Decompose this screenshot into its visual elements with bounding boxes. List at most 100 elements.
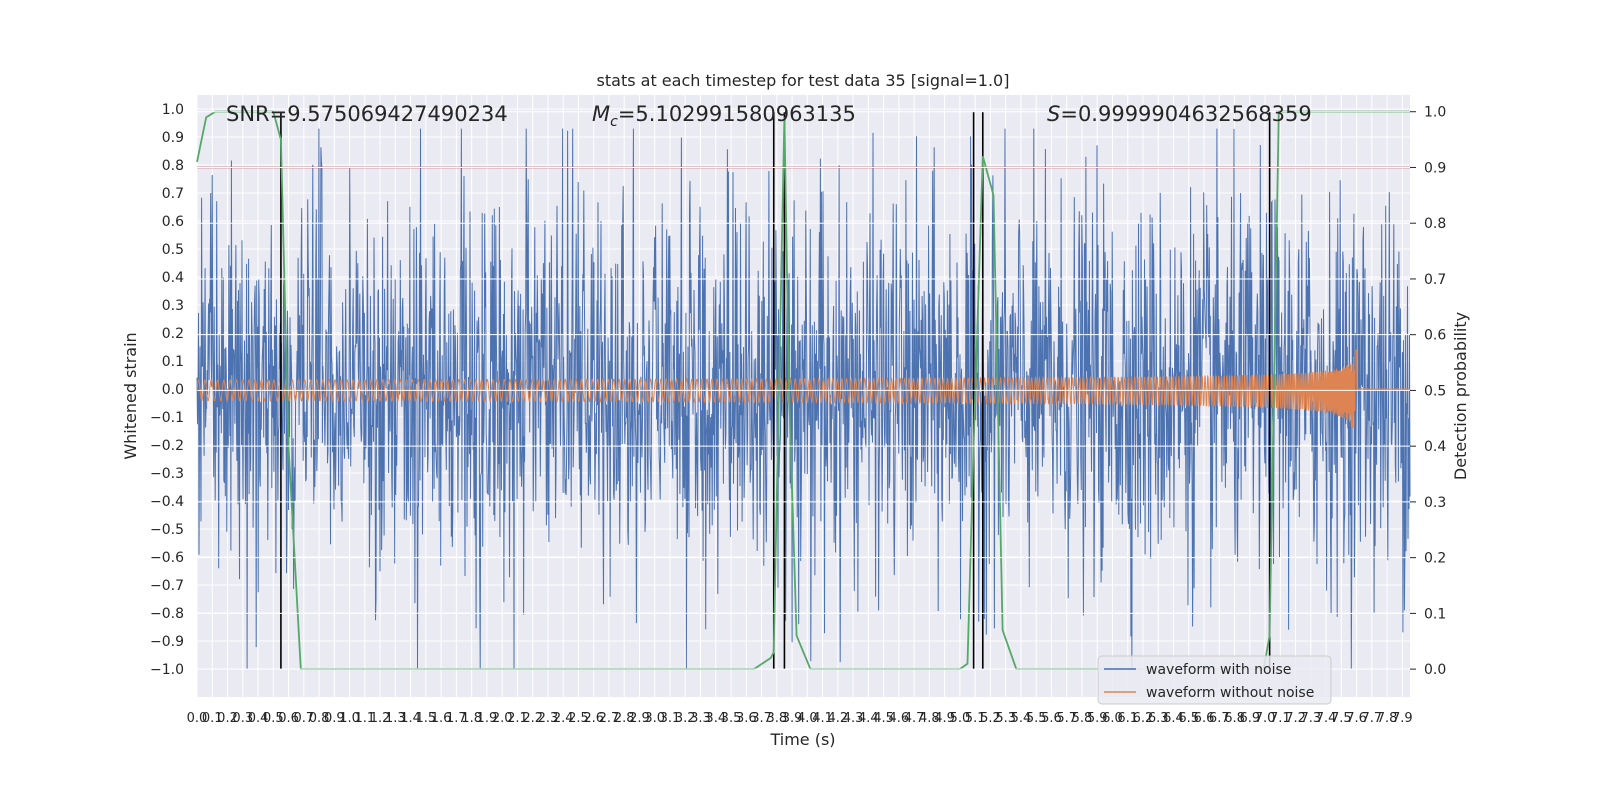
x-tick-label: 4.9 (934, 711, 955, 726)
x-tick-label: 7.9 (1392, 711, 1413, 726)
x-tick-label: 5.4 (1011, 711, 1032, 726)
x-tick-label: 6.3 (1148, 711, 1169, 726)
x-tick-label: 5.7 (1056, 711, 1077, 726)
legend: waveform with noise waveform without noi… (1097, 655, 1332, 705)
x-tick-label: 3.9 (782, 711, 803, 726)
right-tick-label: 0.3 (1424, 495, 1446, 511)
chirp-mass-subscript: c (610, 114, 618, 130)
x-tick-label: 1.6 (431, 711, 452, 726)
x-tick-label: 1.4 (400, 711, 421, 726)
snr-annotation: SNR=9.575069427490234 (226, 102, 508, 126)
x-axis-ticks: 0.00.10.20.30.40.50.60.70.80.91.01.11.21… (187, 711, 1413, 726)
x-tick-label: 5.8 (1072, 711, 1093, 726)
left-tick-label: 0.6 (162, 214, 184, 230)
x-tick-label: 6.5 (1178, 711, 1199, 726)
right-tick-label: 0.5 (1424, 383, 1446, 399)
x-tick-label: 6.6 (1194, 711, 1215, 726)
right-tick-label: 0.7 (1424, 272, 1446, 288)
x-tick-label: 0.3 (232, 711, 253, 726)
x-tick-label: 0.9 (324, 711, 345, 726)
x-tick-label: 5.9 (1087, 711, 1108, 726)
left-tick-label: −0.3 (150, 466, 184, 482)
x-tick-label: 4.2 (827, 711, 848, 726)
left-tick-label: 0.4 (162, 270, 184, 286)
x-tick-label: 7.8 (1377, 711, 1398, 726)
x-tick-label: 3.5 (721, 711, 742, 726)
x-tick-label: 3.8 (766, 711, 787, 726)
x-tick-label: 0.6 (278, 711, 299, 726)
x-tick-label: 6.2 (1133, 711, 1154, 726)
left-tick-label: −0.4 (150, 494, 184, 510)
right-tick-label: 0.2 (1424, 551, 1446, 567)
x-tick-label: 4.3 (843, 711, 864, 726)
right-tick-label: 0.8 (1424, 216, 1446, 232)
left-tick-label: −0.6 (150, 550, 184, 566)
x-tick-label: 7.2 (1285, 711, 1306, 726)
x-tick-label: 0.8 (309, 711, 330, 726)
left-tick-label: −0.5 (150, 522, 184, 538)
chart-title: stats at each timestep for test data 35 … (597, 71, 1010, 90)
x-tick-label: 3.2 (675, 711, 696, 726)
left-axis-label: Whitened strain (121, 332, 140, 459)
x-tick-label: 3.1 (660, 711, 681, 726)
x-tick-label: 5.2 (980, 711, 1001, 726)
left-tick-label: −0.9 (150, 634, 184, 650)
x-tick-label: 2.0 (492, 711, 513, 726)
x-tick-label: 7.1 (1270, 711, 1291, 726)
x-tick-label: 7.7 (1362, 711, 1383, 726)
right-tick-label: 1.0 (1424, 105, 1446, 121)
right-axis-ticks: 1.0 0.9 0.8 0.7 0.6 0.5 0.4 0.3 0.2 0.1 0.0 (1410, 105, 1446, 678)
x-tick-label: 3.7 (751, 711, 772, 726)
x-tick-label: 4.0 (797, 711, 818, 726)
right-tick-label: 0.1 (1424, 606, 1446, 622)
x-tick-label: 4.8 (919, 711, 940, 726)
left-tick-label: −0.8 (150, 606, 184, 622)
right-tick-label: 0.9 (1424, 160, 1446, 176)
x-tick-label: 2.6 (583, 711, 604, 726)
x-tick-label: 6.9 (1239, 711, 1260, 726)
x-tick-label: 0.4 (248, 711, 269, 726)
x-tick-label: 4.5 (873, 711, 894, 726)
x-tick-label: 6.1 (1117, 711, 1138, 726)
right-axis-label: Detection probability (1451, 312, 1470, 480)
x-tick-label: 5.0 (950, 711, 971, 726)
right-tick-label: 0.6 (1424, 328, 1446, 344)
x-tick-label: 1.1 (354, 711, 375, 726)
x-tick-label: 0.1 (202, 711, 223, 726)
x-tick-label: 1.7 (446, 711, 467, 726)
waveform-without-noise-series (196, 349, 1410, 429)
x-tick-label: 7.0 (1255, 711, 1276, 726)
left-tick-label: −0.7 (150, 578, 184, 594)
x-tick-label: 2.4 (553, 711, 574, 726)
chirp-mass-value: =5.102991580963135 (618, 102, 856, 126)
x-tick-label: 6.8 (1224, 711, 1245, 726)
x-tick-label: 7.6 (1346, 711, 1367, 726)
x-axis-label: Time (s) (769, 730, 835, 749)
x-tick-label: 3.0 (644, 711, 665, 726)
x-tick-label: 7.3 (1300, 711, 1321, 726)
x-tick-label: 7.5 (1331, 711, 1352, 726)
x-tick-label: 3.3 (690, 711, 711, 726)
x-tick-label: 1.5 (416, 711, 437, 726)
x-tick-label: 1.9 (477, 711, 498, 726)
left-tick-label: −0.2 (150, 438, 184, 454)
left-tick-label: 1.0 (162, 102, 184, 118)
x-tick-label: 6.0 (1102, 711, 1123, 726)
left-tick-label: 0.8 (162, 158, 184, 174)
left-tick-label: −0.1 (150, 410, 184, 426)
right-axis-grid (197, 111, 1410, 670)
x-tick-label: 0.0 (187, 711, 208, 726)
x-tick-label: 2.2 (522, 711, 543, 726)
left-tick-label: 0.3 (162, 298, 184, 314)
left-tick-label: 0.5 (162, 242, 184, 258)
x-tick-label: 5.3 (995, 711, 1016, 726)
x-tick-label: 2.5 (568, 711, 589, 726)
x-tick-label: 6.7 (1209, 711, 1230, 726)
left-tick-label: −1.0 (150, 662, 184, 678)
x-tick-label: 2.7 (599, 711, 620, 726)
legend-label-clean: waveform without noise (1146, 685, 1314, 701)
left-axis-ticks: 1.0 0.9 0.8 0.7 0.6 0.5 0.4 0.3 0.2 0.1 0.0 −0.1 −0.… (150, 102, 184, 678)
x-tick-label: 0.5 (263, 711, 284, 726)
left-tick-label: 0.2 (162, 326, 184, 342)
